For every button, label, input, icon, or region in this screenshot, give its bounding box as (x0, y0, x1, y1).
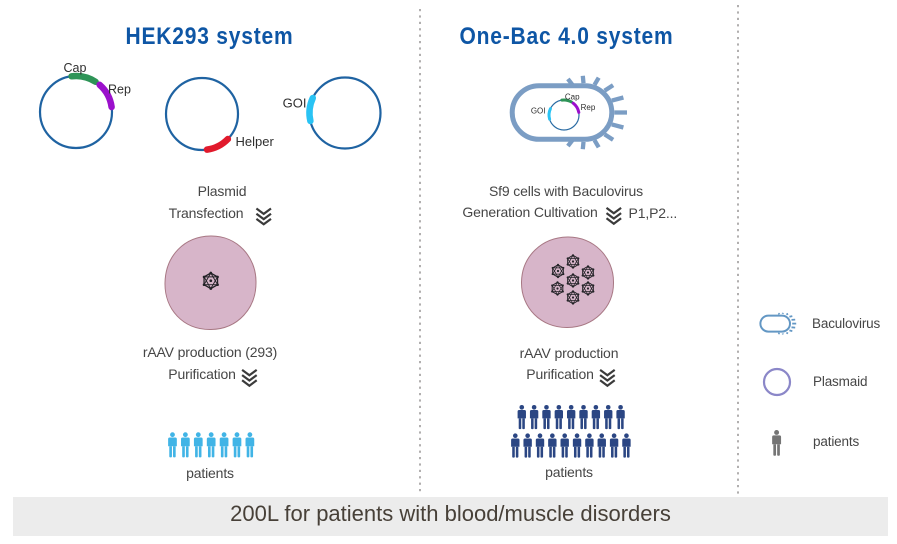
svg-text:Helper: Helper (236, 134, 275, 149)
svg-text:Cap: Cap (565, 93, 580, 102)
svg-text:Rep: Rep (581, 103, 596, 112)
svg-text:GOI: GOI (283, 96, 307, 111)
svg-text:GOI: GOI (531, 107, 546, 116)
svg-text:Rep: Rep (108, 83, 131, 97)
svg-text:Cap: Cap (64, 61, 87, 75)
